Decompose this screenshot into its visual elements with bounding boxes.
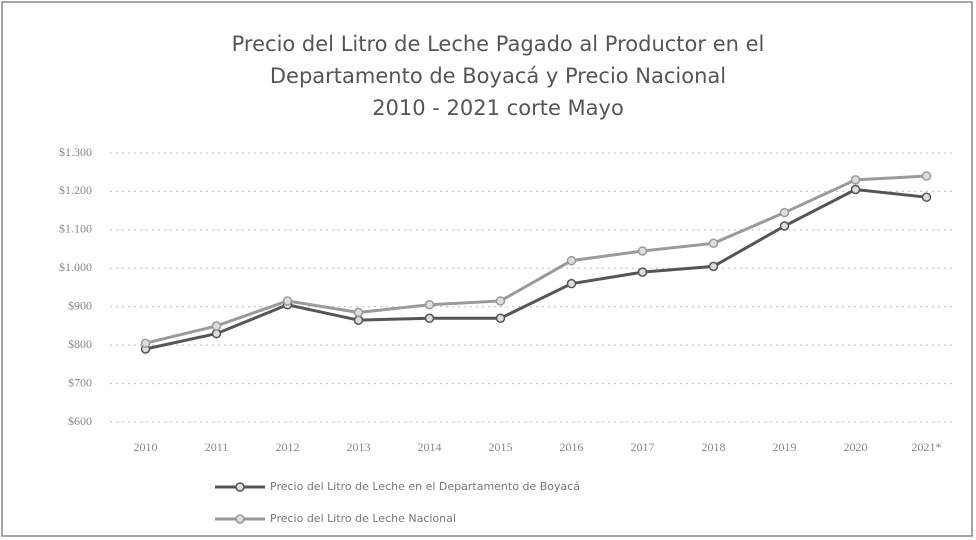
point-marker xyxy=(566,278,577,289)
point-marker xyxy=(566,255,577,266)
y-tick-label: $1.000 xyxy=(59,260,92,274)
point-marker xyxy=(850,175,861,185)
point-marker xyxy=(424,313,435,323)
y-tick-label: $900 xyxy=(68,298,92,312)
y-tick-label: $1.200 xyxy=(59,183,92,197)
y-tick-label: $800 xyxy=(68,337,92,351)
point-marker xyxy=(353,315,364,325)
chart-title: 2010 - 2021 corte Mayo xyxy=(372,96,624,120)
x-tick-label: 2013 xyxy=(347,440,371,454)
x-tick-label: 2014 xyxy=(418,440,442,454)
point-marker xyxy=(211,321,222,331)
point-marker xyxy=(424,300,435,310)
legend-marker xyxy=(235,514,245,524)
chart-title: Precio del Litro de Leche Pagado al Prod… xyxy=(232,32,765,56)
point-marker xyxy=(921,171,932,181)
point-marker xyxy=(637,267,648,277)
legend-label: Precio del Litro de Leche Nacional xyxy=(270,512,456,525)
x-tick-label: 2015 xyxy=(489,440,513,454)
series-line xyxy=(145,187,927,351)
point-marker xyxy=(850,184,861,195)
point-marker xyxy=(140,338,151,348)
point-marker xyxy=(637,246,648,256)
point-marker xyxy=(353,307,364,318)
point-marker xyxy=(779,207,790,218)
legend-marker xyxy=(235,482,245,492)
x-tick-label: 2020 xyxy=(844,440,868,454)
x-tick-label: 2012 xyxy=(276,440,300,454)
point-marker xyxy=(282,296,293,306)
x-tick-label: 2019 xyxy=(773,440,797,454)
point-marker xyxy=(708,238,719,249)
x-tick-label: 2011 xyxy=(205,440,229,454)
series-line xyxy=(145,174,927,345)
y-tick-label: $700 xyxy=(68,375,92,389)
x-tick-label: 2017 xyxy=(631,440,655,454)
chart-title: Departamento de Boyacá y Precio Nacional xyxy=(270,64,726,88)
legend-label: Precio del Litro de Leche en el Departam… xyxy=(270,480,580,493)
x-tick-label: 2018 xyxy=(702,440,726,454)
x-tick-label: 2021* xyxy=(912,440,942,454)
point-marker xyxy=(495,313,506,323)
point-marker xyxy=(779,221,790,231)
point-marker xyxy=(211,328,222,339)
point-marker xyxy=(708,261,719,272)
y-tick-label: $1.300 xyxy=(59,145,92,159)
x-tick-label: 2016 xyxy=(560,440,584,454)
point-marker xyxy=(921,192,932,202)
point-marker xyxy=(495,296,506,306)
x-tick-label: 2010 xyxy=(134,440,158,454)
y-tick-label: $1.100 xyxy=(59,222,92,236)
y-tick-label: $600 xyxy=(68,414,92,428)
